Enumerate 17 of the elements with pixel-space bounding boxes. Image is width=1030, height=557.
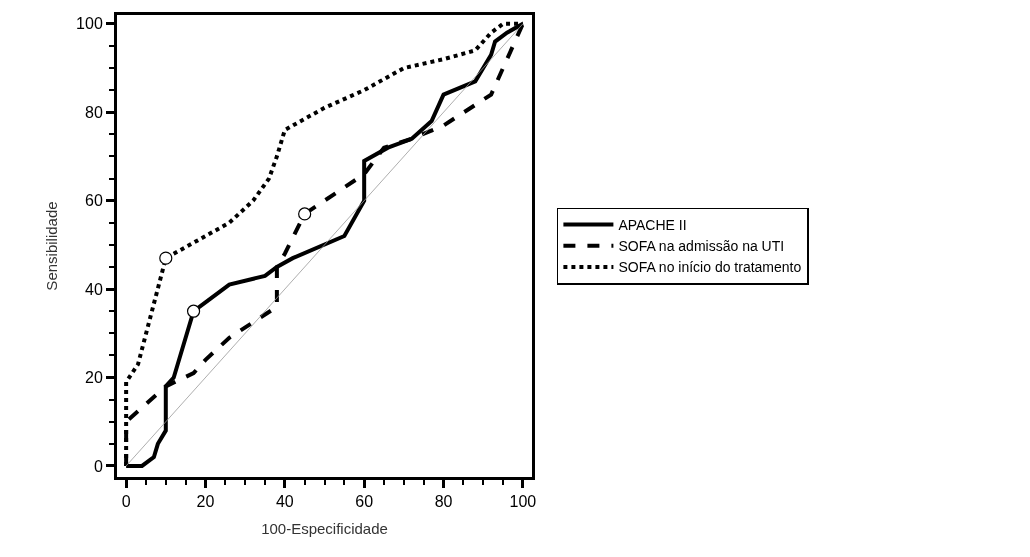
- y-axis-title: Sensibilidade: [43, 201, 61, 291]
- y-tick-label: 40: [85, 280, 103, 298]
- x-tick-label: 60: [355, 493, 374, 511]
- y-tick-label: 60: [85, 192, 103, 210]
- legend-label: SOFA no início do tratamento: [618, 259, 802, 276]
- x-tick-label: 0: [121, 493, 131, 511]
- y-tick-label: 100: [76, 15, 103, 33]
- legend-label: SOFA na admissão na UTI: [618, 238, 785, 255]
- x-tick-label: 40: [275, 493, 294, 511]
- x-tick-label: 20: [196, 493, 215, 511]
- x-axis-title: 100-Especificidade: [261, 520, 388, 538]
- y-tick-label: 0: [93, 457, 103, 475]
- y-tick-label: 80: [85, 103, 103, 121]
- x-tick-label: 100: [509, 493, 537, 511]
- x-tick-label: 80: [434, 493, 453, 511]
- legend-label: APACHE II: [618, 217, 687, 234]
- y-tick-label: 20: [85, 369, 103, 387]
